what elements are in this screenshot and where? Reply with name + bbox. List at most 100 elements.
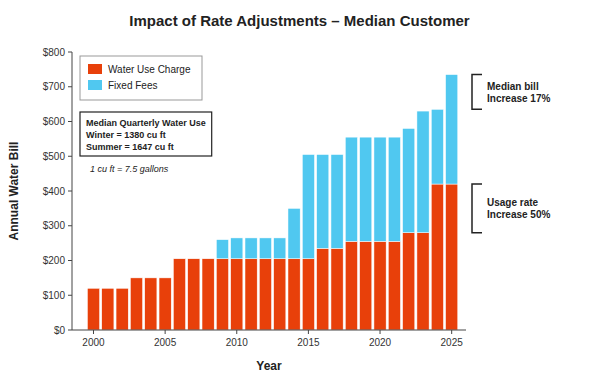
bar	[130, 277, 142, 278]
bar	[431, 184, 443, 330]
x-tick	[308, 330, 309, 334]
y-tick	[68, 86, 72, 87]
bracket-label: Usage rateIncrease 50%	[487, 197, 550, 220]
bar	[345, 137, 357, 241]
y-tick-label: $200	[43, 255, 66, 266]
bracket-label: Median billIncrease 17%	[487, 81, 550, 104]
bar	[173, 258, 185, 259]
bar	[116, 288, 128, 330]
bar	[188, 258, 200, 259]
bar	[159, 277, 171, 278]
y-tick-label: $700	[43, 81, 66, 92]
legend-label: Fixed Fees	[108, 80, 157, 91]
y-tick-label: $300	[43, 220, 66, 231]
bar	[173, 259, 185, 330]
legend-swatch	[88, 64, 102, 74]
annotation-box: Median Quarterly Water Use Winter = 1380 …	[80, 112, 212, 156]
bar	[274, 238, 286, 259]
bar	[216, 259, 228, 330]
bar	[388, 137, 400, 241]
y-tick	[68, 121, 72, 122]
bar	[446, 75, 458, 184]
title: Impact of Rate Adjustments – Median Cust…	[129, 12, 469, 29]
bar	[102, 288, 114, 330]
bar	[331, 155, 343, 249]
bar	[216, 240, 228, 259]
bar	[317, 248, 329, 330]
y-tick-label: $800	[43, 47, 66, 58]
bar	[431, 109, 443, 184]
annotation-frame	[80, 112, 212, 156]
bar	[345, 241, 357, 330]
x-tick-label: 2020	[369, 337, 392, 348]
x-tick	[380, 330, 381, 334]
bar	[317, 155, 329, 249]
bar	[331, 248, 343, 330]
bar	[388, 241, 400, 330]
x-tick	[93, 330, 94, 334]
annotation: Median Quarterly Water Use	[86, 118, 206, 128]
y-tick-label: $500	[43, 151, 66, 162]
annotation: Summer = 1647 cu ft	[86, 142, 174, 152]
x-tick	[165, 330, 166, 334]
bar	[302, 259, 314, 330]
x-tick-label: 2015	[297, 337, 320, 348]
bar	[302, 155, 314, 259]
y-tick	[68, 156, 72, 157]
bracket	[472, 75, 482, 110]
bracket	[472, 184, 482, 233]
y-tick	[68, 260, 72, 261]
bar	[159, 278, 171, 330]
annotation: 1 cu ft = 7.5 gallons	[90, 164, 169, 174]
bar	[87, 288, 99, 289]
y-tick-label: $400	[43, 186, 66, 197]
y-tick	[68, 295, 72, 296]
x-tick	[236, 330, 237, 334]
y-axis-label: Annual Water Bill	[7, 142, 21, 241]
bar	[259, 238, 271, 259]
x-axis-line	[72, 330, 466, 331]
x-tick-label: 2010	[226, 337, 249, 348]
bar	[360, 241, 372, 330]
bar	[245, 238, 257, 259]
y-tick	[68, 52, 72, 53]
x-tick	[451, 330, 452, 334]
bar	[259, 259, 271, 330]
bar	[274, 259, 286, 330]
annotation: Winter = 1380 cu ft	[86, 130, 166, 140]
bar	[145, 277, 157, 278]
legend-label: Water Use Charge	[108, 64, 191, 75]
bar	[231, 259, 243, 330]
bar	[446, 184, 458, 330]
bar	[403, 233, 415, 330]
y-tick-label: $100	[43, 290, 66, 301]
bar	[102, 288, 114, 289]
x-axis-label: Year	[256, 359, 282, 373]
y-tick	[68, 225, 72, 226]
bar	[360, 137, 372, 241]
legend: Water Use Charge Fixed Fees	[80, 56, 202, 100]
bar	[87, 288, 99, 330]
y-tick	[68, 191, 72, 192]
y-tick	[68, 330, 72, 331]
chart: Impact of Rate Adjustments – Median Cust…	[0, 0, 599, 380]
bar	[130, 278, 142, 330]
y-tick-label: $600	[43, 116, 66, 127]
bar	[145, 278, 157, 330]
bar	[417, 111, 429, 233]
bar	[188, 259, 200, 330]
bar	[202, 258, 214, 259]
x-tick-label: 2025	[441, 337, 464, 348]
bar	[417, 233, 429, 330]
bar	[288, 208, 300, 258]
bar	[116, 288, 128, 289]
bar	[245, 259, 257, 330]
legend-frame	[80, 56, 202, 100]
bar	[202, 259, 214, 330]
legend-swatch	[88, 80, 102, 90]
bar	[374, 137, 386, 241]
x-tick-label: 2000	[82, 337, 105, 348]
bar	[288, 259, 300, 330]
bar	[231, 238, 243, 259]
bar	[403, 128, 415, 232]
